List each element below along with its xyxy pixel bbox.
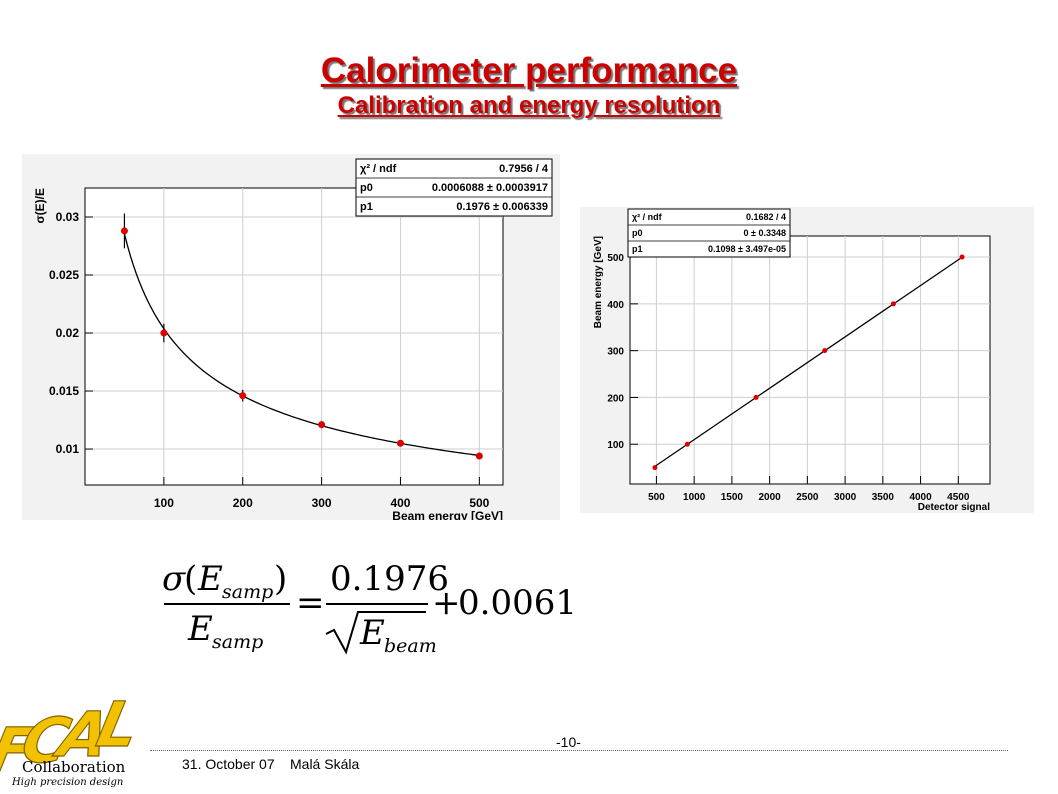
- formula-sqrt-sign: [325, 611, 426, 655]
- data-point: [822, 348, 828, 354]
- y-tick-label: 0.03: [56, 210, 80, 224]
- stats-label: p0: [632, 228, 643, 238]
- stats-label: p1: [632, 244, 643, 254]
- footer-divider: [150, 750, 1008, 751]
- formula-sub-samp-num: samp: [222, 581, 273, 603]
- data-point: [959, 254, 965, 260]
- page-number: -10-: [556, 734, 581, 750]
- stats-label: p0: [360, 182, 373, 194]
- slide-title-block: Calorimeter performance Calibration and …: [0, 52, 1058, 120]
- x-tick-label: 1500: [721, 492, 744, 503]
- x-tick-label: 4500: [947, 492, 970, 503]
- x-tick-label: 200: [233, 496, 253, 510]
- formula-close-paren: ): [274, 559, 287, 599]
- x-tick-label: 3500: [872, 492, 895, 503]
- stats-label: χ² / ndf: [360, 163, 397, 175]
- y-tick-label: 200: [607, 393, 624, 404]
- data-point: [120, 227, 128, 235]
- stats-label: χ² / ndf: [632, 212, 663, 222]
- fcal-logo: F C A L Collaboration High precision des…: [0, 690, 146, 788]
- formula-sub-beam: beam: [384, 635, 437, 657]
- logo-collaboration: Collaboration: [22, 758, 126, 776]
- x-tick-label: 500: [469, 496, 489, 510]
- y-tick-label: 400: [607, 300, 624, 311]
- stats-value: 0.0006088 ± 0.0003917: [432, 182, 548, 194]
- y-axis-title: σ(E)/E: [33, 188, 47, 224]
- plot-frame: [84, 187, 504, 486]
- y-tick-label: 0.02: [56, 326, 80, 340]
- stats-value: 0.7956 / 4: [499, 163, 549, 175]
- y-axis-title: Beam energy [GeV]: [593, 236, 604, 328]
- formula-e-den: E: [187, 609, 213, 649]
- stats-box: [627, 208, 791, 258]
- x-tick-label: 500: [648, 492, 665, 503]
- logo-tagline: High precision design: [11, 777, 123, 788]
- x-tick-label: 2500: [796, 492, 819, 503]
- calibration-chart: 500 1000 1500 2000 2500 3000 3500 4000 4500 100 20…: [580, 207, 1034, 513]
- stats-value: 0 ± 0.3348: [744, 228, 786, 238]
- formula-open-paren: (: [184, 559, 197, 599]
- stats-value: 0.1098 ± 3.497e-05: [708, 244, 786, 254]
- formula-e-beam: E: [359, 613, 385, 653]
- y-tick-label: 100: [607, 440, 624, 451]
- fit-curve: [123, 233, 480, 457]
- footer-author: Malá Skála: [290, 756, 360, 772]
- resolution-formula: σ ( E samp ) E samp = 0.1976 E beam + 0.…: [162, 559, 577, 657]
- data-point: [684, 441, 690, 447]
- data-point: [890, 301, 896, 307]
- slide-subtitle: Calibration and energy resolution: [337, 92, 721, 119]
- x-tick-label: 4000: [909, 492, 932, 503]
- stats-value: 0.1682 / 4: [746, 212, 786, 222]
- x-tick-label: 400: [390, 496, 410, 510]
- formula-plus: +: [432, 583, 461, 623]
- fit-curve: [654, 256, 963, 467]
- y-tick-label: 500: [607, 253, 624, 264]
- x-tick-label: 100: [154, 496, 174, 510]
- x-axis-title: Detector signal: [918, 502, 990, 513]
- data-point: [318, 421, 326, 429]
- slide-title: Calorimeter performance: [320, 51, 738, 90]
- y-tick-label: 0.025: [49, 268, 79, 282]
- data-point: [160, 329, 168, 337]
- data-point: [753, 394, 759, 400]
- formula-const: 0.0061: [458, 583, 577, 623]
- data-point: [396, 439, 404, 447]
- formula-e-num: E: [197, 559, 223, 599]
- data-point: [475, 452, 483, 460]
- stats-box: [355, 158, 553, 217]
- formula-sigma: σ: [162, 559, 186, 599]
- data-point: [652, 465, 658, 471]
- footer-date: 31. October 07: [182, 756, 275, 772]
- x-tick-label: 1000: [683, 492, 706, 503]
- x-tick-label: 3000: [834, 492, 857, 503]
- data-point: [239, 392, 247, 400]
- y-tick-label: 300: [607, 347, 624, 358]
- x-axis-title: Beam energy [GeV]: [392, 509, 503, 520]
- y-tick-label: 0.015: [49, 384, 79, 398]
- x-tick-label: 300: [312, 496, 332, 510]
- resolution-chart: 100 200 300 400 500 0.01 0.015 0.02 0.025 0.03 Bea…: [22, 154, 560, 520]
- stats-label: p1: [360, 201, 373, 213]
- formula-sub-samp-den: samp: [212, 631, 263, 653]
- y-tick-label: 0.01: [56, 442, 80, 456]
- x-tick-label: 2000: [758, 492, 781, 503]
- stats-value: 0.1976 ± 0.006339: [456, 201, 548, 213]
- formula-coef: 0.1976: [330, 559, 449, 599]
- formula-equals: =: [296, 583, 325, 623]
